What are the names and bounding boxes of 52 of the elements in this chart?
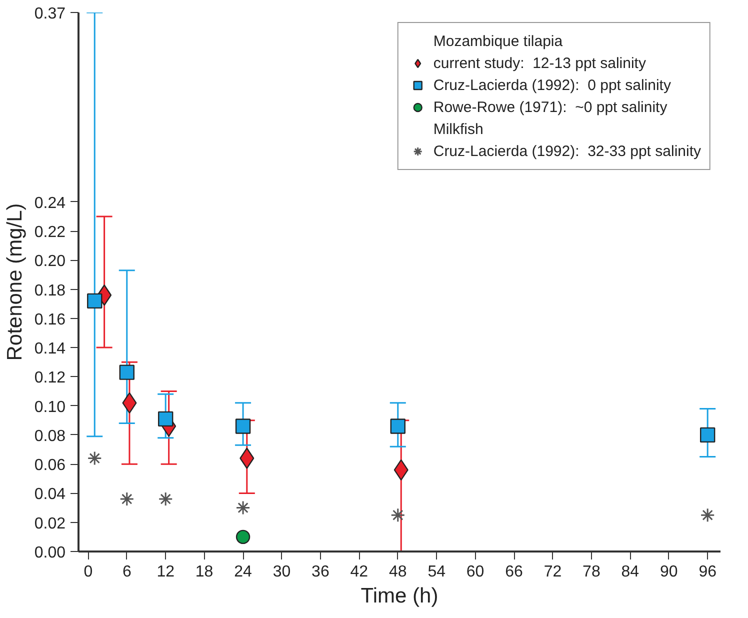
legend-title: Mozambique tilapia — [433, 32, 563, 50]
x-tick-label: 96 — [698, 564, 717, 580]
x-tick-label: 24 — [234, 564, 252, 580]
y-tick-label: 0.24 — [34, 194, 66, 212]
legend-label: Rowe-Rowe (1971): ~0 ppt salinity — [433, 98, 668, 116]
annotation: Milkfish — [433, 120, 484, 138]
x-tick-label: 66 — [505, 564, 524, 580]
y-tick-label: 0.22 — [34, 224, 66, 242]
y-tick-label: 0.18 — [34, 282, 66, 300]
point — [700, 508, 715, 522]
y-tick-label: 0.37 — [34, 6, 66, 22]
x-tick-label: 72 — [544, 564, 562, 580]
x-tick-label: 18 — [195, 564, 214, 580]
x-tick-label: 54 — [428, 564, 446, 580]
legend-label: Cruz-Lacierda (1992): 0 ppt salinity — [433, 76, 671, 94]
x-tick-label: 42 — [350, 564, 368, 580]
x-tick-label: 84 — [621, 564, 640, 580]
x-tick-label: 78 — [582, 564, 600, 580]
legend-label: current study: 12-13 ppt salinity — [433, 54, 646, 72]
point — [236, 530, 250, 544]
y-tick-label: 0.20 — [34, 253, 66, 270]
y-tick-label: 0.14 — [34, 340, 66, 358]
x-tick-label: 90 — [660, 564, 678, 580]
legend-label: Cruz-Lacierda (1992): 32-33 ppt salinity — [433, 142, 701, 160]
point — [158, 411, 174, 427]
x-tick-label: 48 — [388, 564, 407, 580]
point — [87, 451, 102, 466]
point — [700, 427, 716, 443]
x-tick-label: 0 — [84, 564, 93, 580]
y-tick-label: 0.10 — [34, 398, 66, 416]
point — [390, 508, 406, 522]
point — [390, 418, 406, 434]
y-tick-label: 0.04 — [34, 486, 66, 504]
point — [87, 293, 102, 309]
point — [235, 418, 251, 434]
x-tick-label: 30 — [272, 564, 291, 580]
point — [119, 364, 134, 380]
y-tick-label: 0.12 — [34, 370, 66, 387]
point — [236, 500, 250, 516]
point — [158, 492, 173, 506]
x-tick-label: 12 — [156, 564, 175, 580]
x-tick-label: 60 — [466, 564, 484, 580]
x-tick-label: 36 — [312, 564, 330, 580]
point — [120, 492, 134, 506]
y-tick-label: 0.16 — [34, 311, 66, 328]
y-tick-label: 0.00 — [34, 544, 66, 562]
y-axis-title: Rotenone (mg/L) — [3, 203, 26, 361]
y-tick-label: 0.06 — [34, 457, 66, 474]
x-tick-label: 6 — [122, 564, 132, 580]
x-axis-title: Time (h) — [360, 584, 438, 608]
y-tick-label: 0.08 — [34, 428, 66, 445]
y-tick-label: 0.02 — [34, 515, 66, 532]
